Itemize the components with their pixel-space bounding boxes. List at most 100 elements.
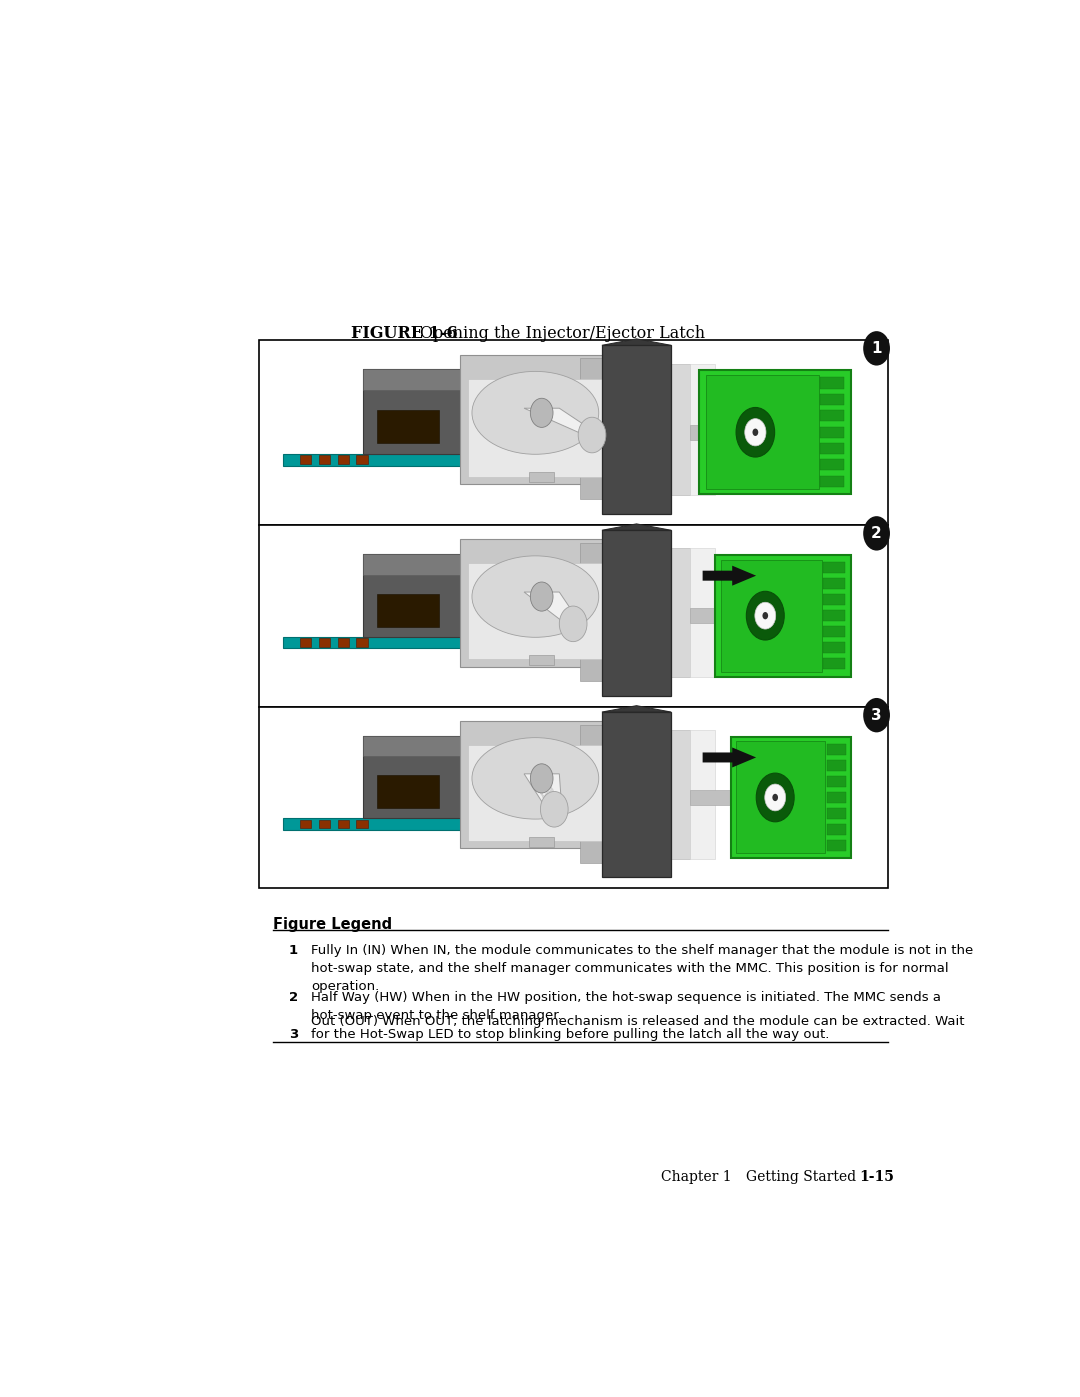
Ellipse shape <box>472 372 598 454</box>
Bar <box>529 472 554 482</box>
Circle shape <box>863 698 890 732</box>
Bar <box>823 658 846 669</box>
Bar <box>821 377 845 388</box>
Text: for the Hot-Swap LED to stop blinking before pulling the latch all the way out.: for the Hot-Swap LED to stop blinking be… <box>311 1028 829 1041</box>
Text: 1-15: 1-15 <box>859 1171 894 1185</box>
Bar <box>363 553 486 637</box>
Text: Figure Legend: Figure Legend <box>273 918 392 932</box>
Bar <box>377 409 438 443</box>
Circle shape <box>765 784 785 810</box>
Polygon shape <box>524 592 581 624</box>
Polygon shape <box>602 339 671 345</box>
Bar <box>259 707 888 888</box>
Bar <box>356 455 368 464</box>
Bar <box>283 819 633 830</box>
Circle shape <box>530 398 553 427</box>
Polygon shape <box>524 774 562 809</box>
Bar <box>468 379 620 476</box>
Text: 2: 2 <box>289 990 298 1003</box>
Circle shape <box>530 583 553 610</box>
Bar <box>580 358 602 499</box>
Bar <box>460 721 627 848</box>
Bar <box>715 555 851 676</box>
Circle shape <box>559 606 588 641</box>
Bar <box>363 369 486 454</box>
Bar <box>377 775 438 809</box>
Circle shape <box>746 591 784 640</box>
Bar <box>720 560 822 672</box>
Text: 3: 3 <box>289 1028 298 1041</box>
Bar <box>363 553 486 574</box>
Bar <box>338 638 349 647</box>
Bar <box>356 638 368 647</box>
Bar <box>821 460 845 471</box>
Bar <box>259 339 888 525</box>
Text: Getting Started: Getting Started <box>746 1171 856 1185</box>
Bar <box>690 608 715 623</box>
Text: 1: 1 <box>872 341 882 356</box>
Bar <box>283 637 633 648</box>
Bar <box>259 525 888 707</box>
Bar <box>363 369 486 390</box>
Bar <box>690 731 715 859</box>
Bar <box>529 655 554 665</box>
Ellipse shape <box>472 556 598 637</box>
Circle shape <box>863 515 890 550</box>
Bar <box>821 394 845 405</box>
Bar <box>821 443 845 454</box>
Bar <box>319 820 330 828</box>
Bar <box>690 363 715 495</box>
Bar <box>690 549 715 678</box>
Bar <box>529 837 554 847</box>
Bar <box>735 742 825 854</box>
Bar <box>338 820 349 828</box>
Bar <box>690 791 731 805</box>
FancyArrow shape <box>703 747 756 767</box>
Bar <box>283 454 633 465</box>
Bar <box>319 455 330 464</box>
Circle shape <box>772 793 778 800</box>
Polygon shape <box>524 408 599 434</box>
Bar <box>705 376 819 489</box>
Circle shape <box>737 408 774 457</box>
Bar <box>580 725 602 863</box>
Bar <box>338 455 349 464</box>
Circle shape <box>530 764 553 793</box>
Bar <box>823 643 846 654</box>
Bar <box>823 626 846 637</box>
Circle shape <box>753 429 758 436</box>
Text: Half Way (HW) When in the HW position, the hot-swap sequence is initiated. The M: Half Way (HW) When in the HW position, t… <box>311 990 941 1021</box>
Bar <box>826 775 846 787</box>
Text: Opening the Injector/Ejector Latch: Opening the Injector/Ejector Latch <box>420 324 705 342</box>
Text: 2: 2 <box>872 525 882 541</box>
Bar <box>821 426 845 437</box>
Bar <box>671 731 690 859</box>
Bar <box>826 824 846 835</box>
Text: Out (OUT) When OUT, the latching mechanism is released and the module can be ext: Out (OUT) When OUT, the latching mechani… <box>311 1016 964 1028</box>
Polygon shape <box>602 705 671 712</box>
Bar <box>826 840 846 851</box>
Bar <box>363 736 486 756</box>
Bar <box>823 578 846 590</box>
Circle shape <box>540 792 568 827</box>
Circle shape <box>578 418 606 453</box>
Bar <box>690 425 700 440</box>
Bar <box>700 370 851 495</box>
Bar <box>319 638 330 647</box>
Bar <box>821 475 845 486</box>
Circle shape <box>755 602 775 629</box>
Text: Chapter 1: Chapter 1 <box>661 1171 731 1185</box>
Bar <box>300 455 311 464</box>
Bar <box>356 820 368 828</box>
Bar <box>300 638 311 647</box>
Bar <box>821 411 845 422</box>
Bar <box>826 807 846 819</box>
Bar <box>671 363 690 495</box>
Ellipse shape <box>472 738 598 819</box>
Bar <box>826 743 846 754</box>
Circle shape <box>762 612 768 619</box>
Circle shape <box>756 773 794 821</box>
Text: 1: 1 <box>289 944 298 957</box>
Bar <box>731 736 851 858</box>
Bar <box>826 792 846 803</box>
